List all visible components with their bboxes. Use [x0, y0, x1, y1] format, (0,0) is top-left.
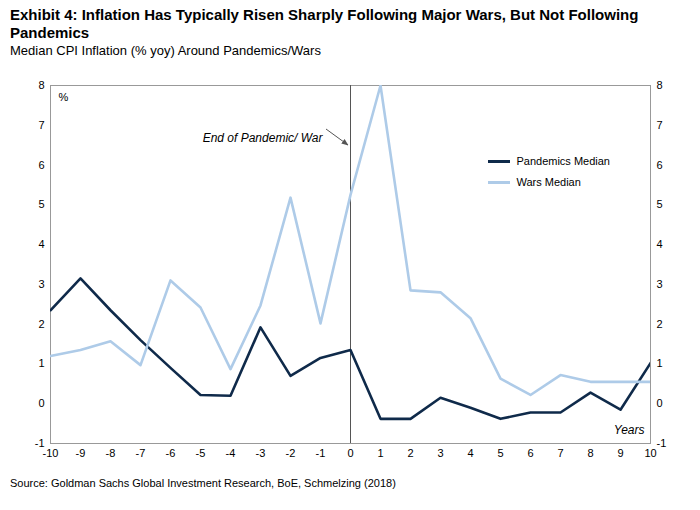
- svg-text:1: 1: [377, 447, 383, 459]
- svg-text:6: 6: [38, 159, 44, 171]
- svg-text:-6: -6: [166, 447, 176, 459]
- svg-text:0: 0: [38, 397, 44, 409]
- svg-text:%: %: [59, 91, 69, 103]
- svg-text:-2: -2: [286, 447, 296, 459]
- svg-text:-8: -8: [106, 447, 116, 459]
- html-text:Source: Goldman Sachs Global I: Source: Goldman Sachs Global Investment …: [10, 477, 396, 489]
- svg-text:0: 0: [347, 447, 353, 459]
- html-text:Exhibit 4: Inflation Has Typic: Exhibit 4: Inflation Has Typically Risen…: [10, 6, 639, 41]
- svg-text:5: 5: [657, 198, 663, 210]
- svg-text:2: 2: [38, 318, 44, 330]
- svg-text:3: 3: [657, 278, 663, 290]
- svg-text:-10: -10: [43, 447, 59, 459]
- html-text:Wars Median: Wars Median: [516, 176, 581, 188]
- svg-text:5: 5: [38, 198, 44, 210]
- svg-text:-1: -1: [316, 447, 326, 459]
- svg-text:-9: -9: [76, 447, 86, 459]
- svg-text:7: 7: [38, 119, 44, 131]
- svg-text:-3: -3: [256, 447, 266, 459]
- svg-text:-1: -1: [35, 437, 45, 449]
- svg-text:8: 8: [587, 447, 593, 459]
- html-text:Median CPI Inflation (% yoy) A: Median CPI Inflation (% yoy) Around Pand…: [10, 43, 321, 58]
- svg-text:4: 4: [38, 238, 44, 250]
- svg-text:8: 8: [38, 79, 44, 91]
- svg-text:4: 4: [467, 447, 473, 459]
- svg-text:3: 3: [437, 447, 443, 459]
- svg-text:7: 7: [557, 447, 563, 459]
- svg-text:6: 6: [657, 159, 663, 171]
- svg-text:7: 7: [657, 119, 663, 131]
- svg-text:-1: -1: [657, 437, 667, 449]
- svg-text:1: 1: [657, 357, 663, 369]
- svg-text:3: 3: [38, 278, 44, 290]
- svg-text:End of Pandemic/ War: End of Pandemic/ War: [203, 131, 324, 145]
- svg-text:8: 8: [657, 79, 663, 91]
- svg-text:Years: Years: [614, 423, 645, 437]
- svg-text:1: 1: [38, 357, 44, 369]
- svg-text:0: 0: [657, 397, 663, 409]
- svg-text:5: 5: [497, 447, 503, 459]
- svg-text:2: 2: [657, 318, 663, 330]
- svg-text:-7: -7: [136, 447, 146, 459]
- svg-text:4: 4: [657, 238, 663, 250]
- svg-text:6: 6: [527, 447, 533, 459]
- html-text:Pandemics Median: Pandemics Median: [516, 155, 610, 167]
- svg-text:9: 9: [617, 447, 623, 459]
- svg-text:10: 10: [644, 447, 656, 459]
- svg-text:2: 2: [407, 447, 413, 459]
- svg-text:-4: -4: [226, 447, 236, 459]
- svg-text:-5: -5: [196, 447, 206, 459]
